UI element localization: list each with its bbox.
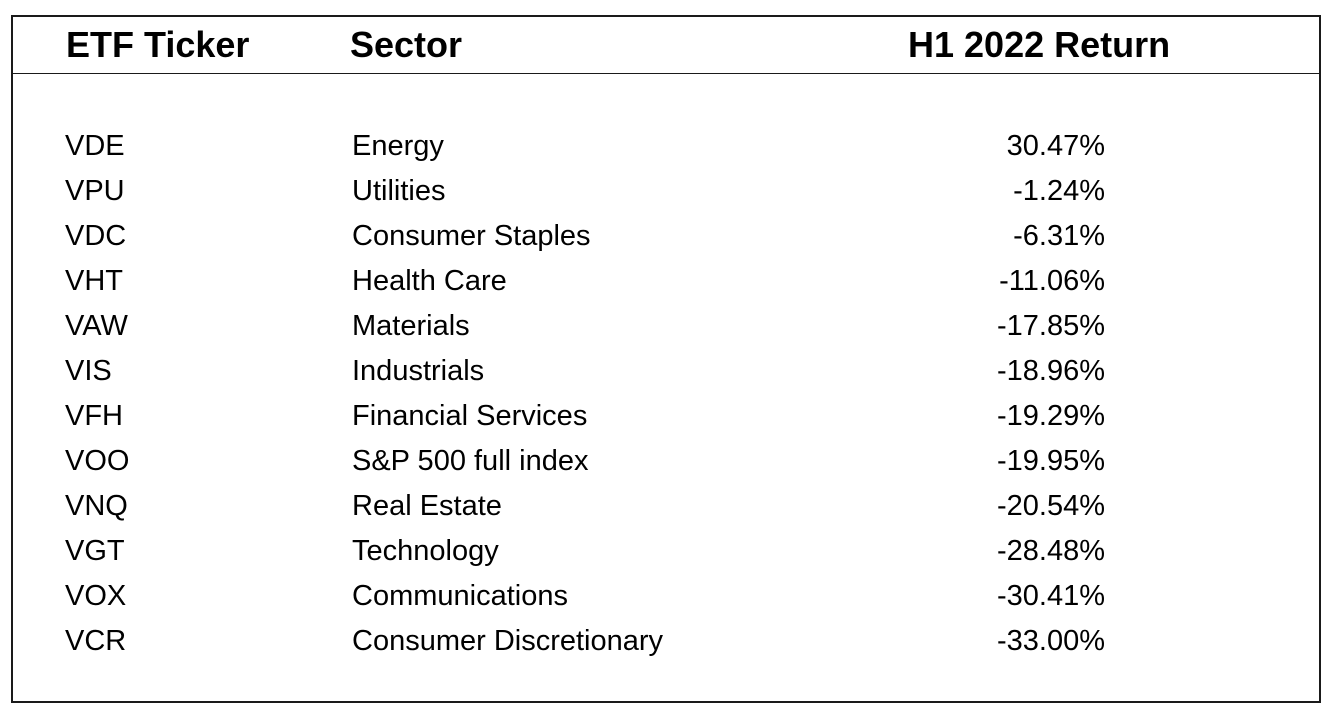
table-row: VOX Communications -30.41% bbox=[13, 576, 1319, 621]
sector-cell: Financial Services bbox=[352, 400, 588, 432]
ticker-cell: VPU bbox=[65, 175, 125, 207]
ticker-cell: VCR bbox=[65, 625, 127, 657]
sector-cell: Utilities bbox=[352, 175, 446, 207]
ticker-cell: VAW bbox=[65, 310, 128, 342]
sector-cell: Technology bbox=[352, 535, 499, 567]
return-cell: -33.00% bbox=[996, 625, 1105, 657]
ticker-cell: VFH bbox=[65, 400, 123, 432]
sector-cell: Consumer Discretionary bbox=[352, 625, 664, 657]
header-sector: Sector bbox=[350, 24, 463, 65]
return-cell: -28.48% bbox=[996, 535, 1105, 567]
sector-cell: Communications bbox=[352, 580, 568, 612]
table-row: VNQ Real Estate -20.54% bbox=[13, 486, 1319, 531]
table-row: VFH Financial Services -19.29% bbox=[13, 396, 1319, 441]
return-cell: 30.47% bbox=[1006, 130, 1105, 162]
table-row: VHT Health Care -11.06% bbox=[13, 261, 1319, 306]
sector-cell: S&P 500 full index bbox=[352, 445, 589, 477]
return-cell: -17.85% bbox=[996, 310, 1105, 342]
return-cell: -6.31% bbox=[1013, 220, 1105, 252]
header-h1-2022-return: H1 2022 Return bbox=[908, 24, 1171, 65]
sector-cell: Consumer Staples bbox=[352, 220, 591, 252]
table-header-row: ETF Ticker Sector H1 2022 Return bbox=[13, 17, 1319, 74]
ticker-cell: VDC bbox=[65, 220, 127, 252]
sector-cell: Real Estate bbox=[352, 490, 502, 522]
table-row: VAW Materials -17.85% bbox=[13, 306, 1319, 351]
return-cell: -19.95% bbox=[996, 445, 1105, 477]
ticker-cell: VOX bbox=[65, 580, 127, 612]
etf-returns-table: ETF Ticker Sector H1 2022 Return VDE Ene… bbox=[11, 15, 1321, 703]
return-cell: -20.54% bbox=[996, 490, 1105, 522]
sector-cell: Energy bbox=[352, 130, 444, 162]
ticker-cell: VHT bbox=[65, 265, 123, 297]
table-row: VDC Consumer Staples -6.31% bbox=[13, 216, 1319, 261]
return-cell: -19.29% bbox=[996, 400, 1105, 432]
table-row: VGT Technology -28.48% bbox=[13, 531, 1319, 576]
ticker-cell: VNQ bbox=[65, 490, 128, 522]
sector-cell: Industrials bbox=[352, 355, 485, 387]
sector-cell: Health Care bbox=[352, 265, 507, 297]
table-row: VOO S&P 500 full index -19.95% bbox=[13, 441, 1319, 486]
table-row: VIS Industrials -18.96% bbox=[13, 351, 1319, 396]
ticker-cell: VOO bbox=[65, 445, 130, 477]
table-row: VDE Energy 30.47% bbox=[13, 126, 1319, 171]
table-body: VDE Energy 30.47% VPU Utilities -1.24% V… bbox=[13, 126, 1319, 666]
table-row: VPU Utilities -1.24% bbox=[13, 171, 1319, 216]
return-cell: -11.06% bbox=[999, 265, 1105, 297]
sector-cell: Materials bbox=[352, 310, 470, 342]
return-cell: -30.41% bbox=[996, 580, 1105, 612]
return-cell: -18.96% bbox=[996, 355, 1105, 387]
table-row: VCR Consumer Discretionary -33.00% bbox=[13, 621, 1319, 666]
return-cell: -1.24% bbox=[1013, 175, 1105, 207]
header-etf-ticker: ETF Ticker bbox=[66, 24, 250, 65]
ticker-cell: VGT bbox=[65, 535, 125, 567]
ticker-cell: VIS bbox=[65, 355, 112, 387]
ticker-cell: VDE bbox=[65, 130, 125, 162]
